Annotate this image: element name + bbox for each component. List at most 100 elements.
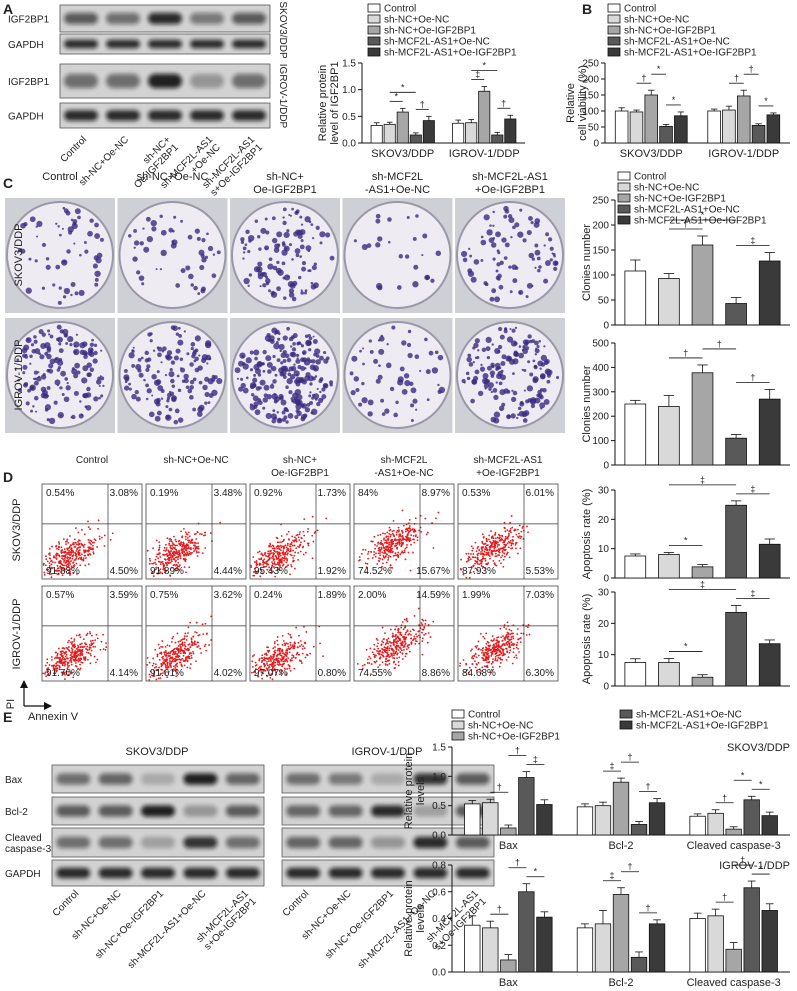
- event-dot: [422, 629, 424, 631]
- bar: [519, 892, 535, 972]
- event-dot: [287, 548, 289, 550]
- blot-band: [226, 805, 260, 816]
- event-dot: [58, 543, 60, 545]
- event-dot: [199, 648, 201, 650]
- event-dot: [278, 650, 280, 652]
- event-dot: [274, 646, 276, 648]
- blot-band: [183, 773, 217, 784]
- event-dot: [401, 552, 403, 554]
- event-dot: [61, 654, 63, 656]
- event-dot: [477, 546, 479, 548]
- event-dot: [184, 648, 186, 650]
- event-dot: [394, 639, 396, 641]
- colony: [297, 234, 302, 239]
- colony: [511, 397, 516, 402]
- event-dot: [170, 545, 172, 547]
- event-dot: [58, 554, 60, 556]
- colony: [30, 410, 33, 413]
- y-tick-label: 100: [592, 436, 609, 447]
- panel-letter: C: [3, 175, 13, 191]
- event-dot: [392, 533, 394, 535]
- event-dot: [412, 552, 414, 554]
- colony: [288, 413, 294, 419]
- colony: [289, 288, 294, 293]
- colony: [325, 232, 330, 237]
- event-dot: [378, 560, 380, 562]
- significance-mark: *: [684, 641, 688, 651]
- event-dot: [404, 655, 406, 657]
- event-dot: [103, 648, 105, 650]
- colony: [427, 398, 430, 401]
- event-dot: [313, 646, 315, 648]
- colony: [285, 420, 288, 423]
- colony: [412, 281, 418, 287]
- event-dot: [472, 655, 474, 657]
- quadrant-percent: 4.44%: [214, 566, 242, 577]
- event-dot: [300, 660, 302, 662]
- panel-letter: D: [3, 469, 13, 485]
- event-dot: [79, 540, 81, 542]
- blot-band: [232, 40, 266, 48]
- event-dot: [397, 636, 399, 638]
- y-tick-label: 0: [593, 139, 599, 150]
- event-dot: [471, 648, 473, 650]
- colony: [265, 355, 271, 361]
- event-dot: [506, 642, 508, 644]
- event-dot: [267, 560, 269, 562]
- colony: [272, 379, 277, 384]
- colony: [471, 379, 477, 385]
- colony: [546, 380, 550, 384]
- event-dot: [377, 651, 379, 653]
- event-dot: [84, 659, 86, 661]
- colony: [26, 337, 32, 343]
- event-dot: [190, 552, 192, 554]
- colony: [208, 246, 213, 251]
- colony: [282, 241, 286, 245]
- event-dot: [308, 545, 310, 547]
- colony: [245, 243, 248, 246]
- event-dot: [170, 557, 172, 559]
- event-dot: [401, 641, 403, 643]
- event-dot: [510, 630, 512, 632]
- colony: [534, 267, 536, 269]
- colony: [82, 350, 87, 355]
- event-dot: [508, 546, 510, 548]
- event-dot: [492, 560, 494, 562]
- colony: [58, 301, 62, 305]
- event-dot: [77, 655, 79, 657]
- event-dot: [158, 549, 160, 551]
- event-dot: [274, 563, 276, 565]
- colony: [157, 370, 160, 373]
- bar: [625, 663, 646, 687]
- event-dot: [487, 641, 489, 643]
- event-dot: [305, 631, 307, 633]
- event-dot: [96, 546, 98, 548]
- colony: [100, 394, 103, 397]
- event-dot: [268, 660, 270, 662]
- column-label: Control: [76, 455, 108, 466]
- event-dot: [401, 653, 403, 655]
- colony: [129, 388, 132, 391]
- event-dot: [59, 659, 61, 661]
- colony: [170, 392, 174, 396]
- bar: [384, 124, 395, 143]
- quadrant-percent: 3.62%: [214, 590, 242, 601]
- event-dot: [308, 543, 310, 545]
- y-tick-label: 20: [598, 619, 610, 630]
- colony: [30, 216, 36, 222]
- event-dot: [101, 641, 103, 643]
- colony: [277, 358, 281, 362]
- event-dot: [75, 659, 77, 661]
- colony: [409, 382, 413, 386]
- event-dot: [85, 643, 87, 645]
- colony: [62, 228, 64, 230]
- colony: [100, 238, 104, 242]
- event-dot: [380, 644, 382, 646]
- event-dot: [79, 658, 81, 660]
- event-dot: [413, 635, 415, 637]
- event-dot: [71, 664, 73, 666]
- colony: [522, 369, 524, 371]
- column-label-line: +Oe-IGF2BP1: [475, 184, 545, 196]
- y-tick-label: 1.0: [342, 85, 356, 96]
- event-dot: [423, 627, 425, 629]
